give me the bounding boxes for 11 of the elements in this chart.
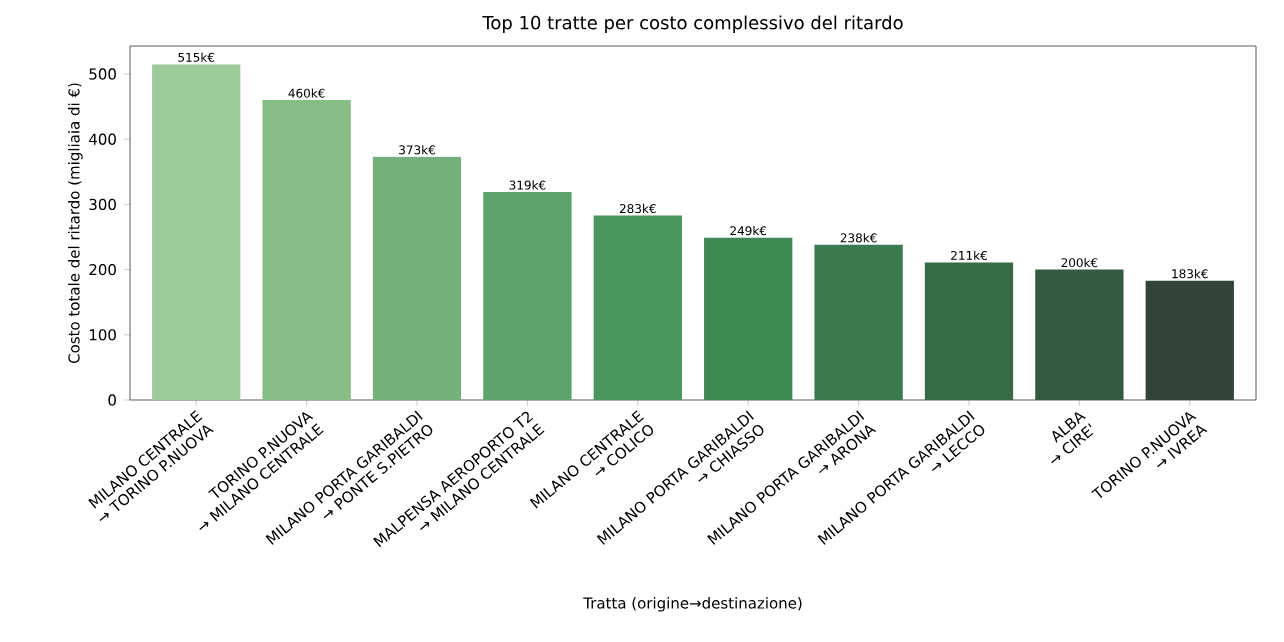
- bar: [152, 64, 241, 400]
- bar: [1145, 280, 1234, 400]
- bar: [372, 156, 462, 400]
- chart-title: Top 10 tratte per costo complessivo del ritardo: [482, 15, 903, 33]
- bar: [1035, 269, 1124, 400]
- bar: [483, 192, 572, 400]
- bar: [814, 244, 903, 400]
- bar: [924, 262, 1014, 400]
- bar: [704, 237, 793, 400]
- bar: [593, 215, 682, 400]
- bar: [262, 100, 351, 400]
